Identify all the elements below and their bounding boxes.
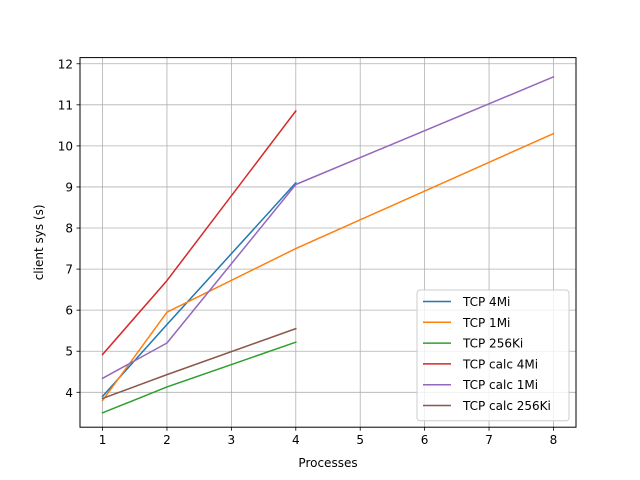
legend-label: TCP 1Mi xyxy=(462,316,510,330)
legend-label: TCP 256Ki xyxy=(462,337,523,351)
y-tick-label: 7 xyxy=(65,263,73,277)
legend-box xyxy=(416,289,570,422)
series-line-1 xyxy=(101,181,297,398)
plot-frame xyxy=(79,57,577,428)
x-tick-label: 7 xyxy=(485,433,493,447)
x-tick-label: 5 xyxy=(356,433,364,447)
legend-label: TCP calc 256Ki xyxy=(462,399,551,413)
x-tick-label: 2 xyxy=(163,433,171,447)
series-line-3 xyxy=(101,341,297,414)
legend-label: TCP calc 1Mi xyxy=(462,378,538,392)
y-axis-ticks: 4 5 6 7 8 9 10 11 12 xyxy=(58,57,80,400)
x-tick-label: 6 xyxy=(421,433,429,447)
series-line-5 xyxy=(101,75,555,380)
series-lines xyxy=(101,75,555,414)
legend-label: TCP 4Mi xyxy=(462,295,510,309)
y-tick-label: 11 xyxy=(58,98,73,112)
y-tick-label: 10 xyxy=(58,139,73,153)
x-tick-label: 1 xyxy=(99,433,107,447)
y-tick-label: 9 xyxy=(65,180,73,194)
y-tick-label: 8 xyxy=(65,222,73,236)
x-tick-label: 3 xyxy=(228,433,236,447)
series-line-2 xyxy=(101,132,555,402)
legend-label: TCP calc 4Mi xyxy=(462,357,538,371)
y-axis-label: client sys (s) xyxy=(32,204,46,280)
x-tick-label: 8 xyxy=(550,433,558,447)
y-tick-label: 4 xyxy=(65,386,73,400)
legend: TCP 4Mi TCP 1Mi TCP 256Ki TCP calc 4Mi TCP c… xyxy=(416,289,570,422)
y-tick-label: 12 xyxy=(58,57,73,71)
series-line-4 xyxy=(101,109,297,356)
y-tick-label: 5 xyxy=(65,345,73,359)
series-line-6 xyxy=(101,327,297,400)
x-axis-label: Processes xyxy=(298,456,357,470)
y-tick-label: 6 xyxy=(65,304,73,318)
x-tick-label: 4 xyxy=(292,433,300,447)
x-axis-ticks: 1 2 3 4 5 6 7 8 xyxy=(99,427,558,447)
